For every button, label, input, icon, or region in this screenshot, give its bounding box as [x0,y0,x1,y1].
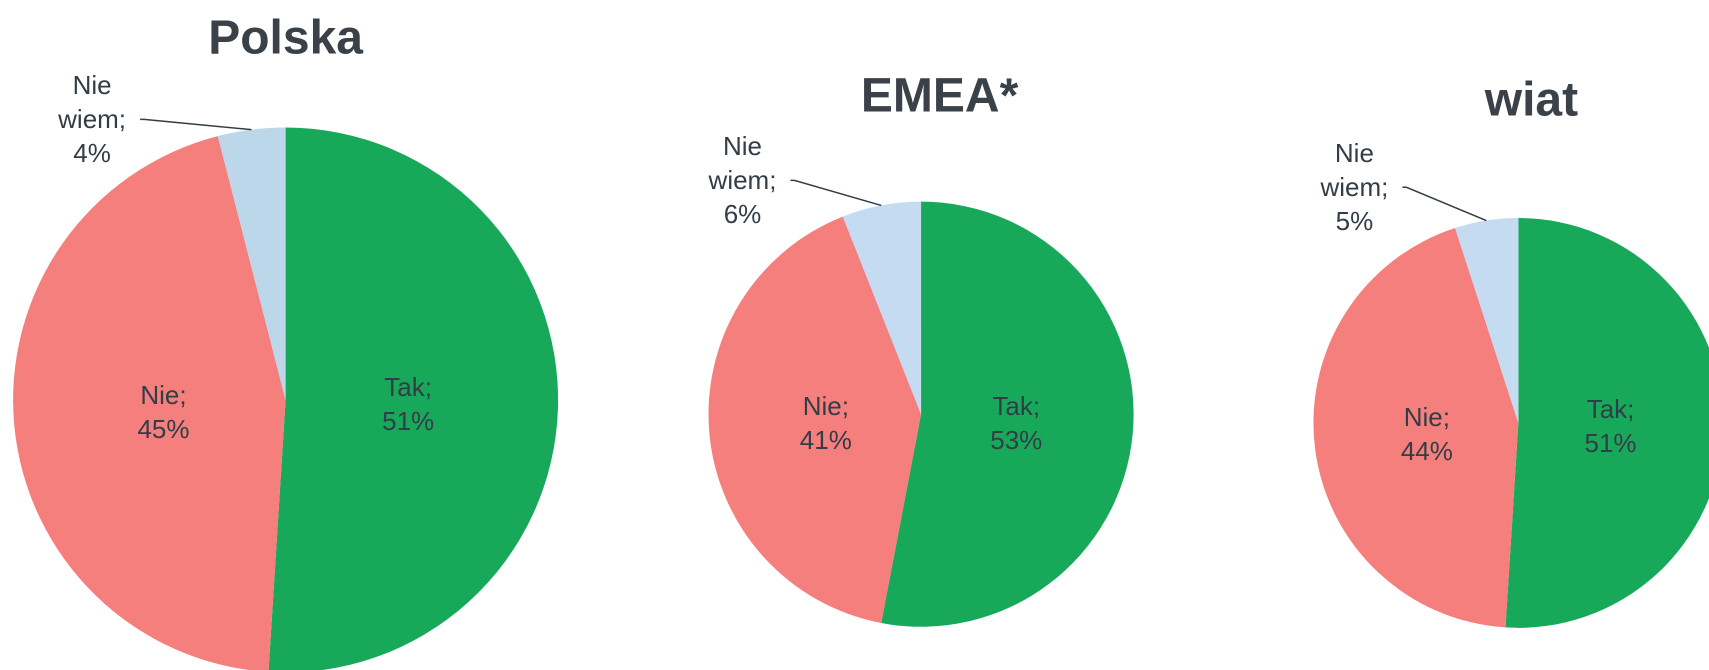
pie-slice [13,136,286,670]
leader-line [140,118,252,131]
pie-slice [1505,218,1709,628]
pie-slice [268,127,559,670]
leader-line [1402,186,1487,222]
pie-slice [1455,218,1519,423]
data-label: Nie; 45% [137,379,190,444]
chart-title: wiat [1484,73,1579,127]
pie-slice [1313,228,1519,628]
data-label: Tak; 51% [1584,393,1637,458]
pie-slice [708,216,922,623]
data-label: Tak; 51% [382,371,435,436]
chart-title: Polska [208,11,363,65]
pie-slice [842,201,922,415]
data-label: Nie; 44% [1400,402,1453,467]
leader-line [790,179,882,207]
data-label: Tak; 53% [990,391,1043,456]
data-label: Nie wiem; 5% [1320,138,1389,237]
data-label: Nie; 41% [799,391,852,456]
data-label: Nie wiem; 4% [58,70,127,169]
pie-slice [881,201,1134,627]
data-label: Nie wiem; 6% [708,131,777,230]
chart-title: EMEA* [860,69,1019,123]
pie-slice [217,127,286,401]
